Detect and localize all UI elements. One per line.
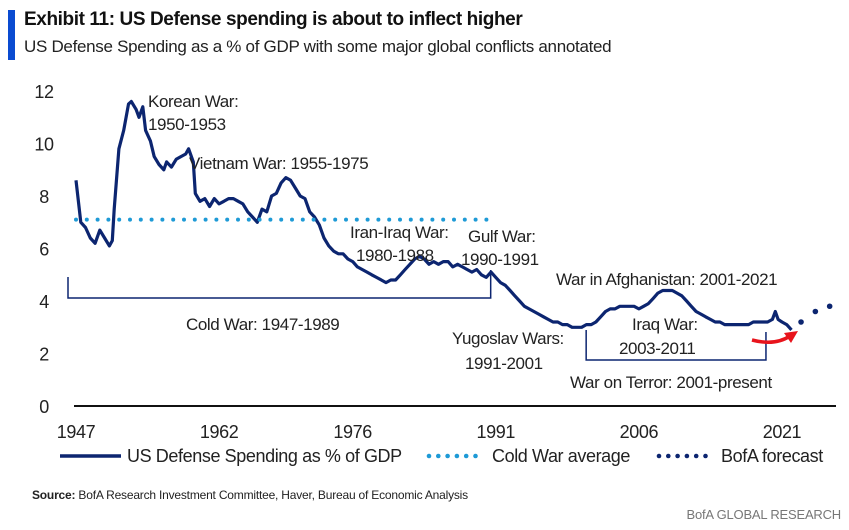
annotation-korean-line-2: 1950-1953 — [148, 115, 226, 134]
legend-swatch-dot-dark — [675, 453, 680, 459]
legend-swatch-dot-dark — [666, 453, 671, 459]
source-label: Source: — [32, 488, 76, 502]
war-on-terror-bracket — [585, 330, 767, 361]
x-tick-label-1976: 1976 — [333, 422, 372, 442]
x-tick-label-1947: 1947 — [57, 422, 96, 442]
accent-bar — [8, 10, 15, 60]
defense-spending-chart: 0 2 4 6 8 10 12 1947 1962 1976 1991 2006 2021 Korea… — [34, 82, 836, 466]
annotation-gulf-line-1: Gulf War: — [468, 227, 536, 246]
x-tick-label-2006: 2006 — [620, 422, 659, 442]
annotation-vietnam-line-1: Vietnam War: 1955-1975 — [189, 154, 368, 173]
x-tick-label-1991: 1991 — [477, 422, 516, 442]
legend-swatch-dot-light — [426, 453, 432, 459]
brand-footer: BofA GLOBAL RESEARCH — [686, 507, 842, 522]
legend-swatch-dot-light — [463, 453, 469, 459]
legend-swatch-dot-dark — [684, 453, 690, 459]
exhibit-subtitle: US Defense Spending as a % of GDP with s… — [24, 37, 612, 56]
source-note: Source: BofA Research Investment Committ… — [32, 488, 468, 502]
legend-swatch-dot-light — [445, 453, 450, 459]
y-tick-label-4: 4 — [39, 292, 49, 312]
forecast-point-0 — [798, 319, 804, 325]
legend-label-defense-spending: US Defense Spending as % of GDP — [127, 446, 402, 466]
legend: US Defense Spending as % of GDP Cold War … — [60, 446, 824, 466]
y-tick-label-8: 8 — [39, 187, 49, 207]
x-tick-label-1962: 1962 — [200, 422, 239, 442]
legend-swatch-dot-dark — [703, 453, 708, 459]
forecast-point-1 — [812, 308, 819, 315]
annotation-iraq-line-1: Iraq War: — [632, 315, 698, 334]
y-axis-ticks: 0 2 4 6 8 10 12 — [34, 82, 54, 417]
source-text: BofA Research Investment Committee, Have… — [78, 488, 468, 502]
legend-label-bofa-forecast: BofA forecast — [721, 446, 823, 466]
y-tick-label-10: 10 — [34, 135, 54, 155]
series-line-defense-spending — [74, 99, 793, 331]
annotation-iran-iraq-line-1: Iran-Iraq War: — [350, 223, 449, 242]
legend-swatch-dot-dark — [656, 453, 662, 459]
exhibit-title: Exhibit 11: US Defense spending is about… — [24, 9, 523, 30]
annotation-afghanistan-line-1: War in Afghanistan: 2001-2021 — [556, 270, 777, 289]
legend-swatch-dot-light — [473, 453, 478, 459]
annotation-iran-iraq-line-2: 1980-1988 — [356, 246, 434, 265]
annotation-korean-line-1: Korean War: — [148, 92, 238, 111]
legend-label-cold-war-average: Cold War average — [492, 446, 630, 466]
annotations: Korean War: 1950-1953 Vietnam War: 1955-19… — [148, 92, 778, 392]
annotation-gulf-line-2: 1990-1991 — [461, 250, 539, 269]
forecast-point-2 — [826, 303, 833, 310]
red-arrow-head — [784, 331, 798, 343]
annotation-yugoslav-line-2: 1991-2001 — [465, 354, 543, 373]
legend-swatch-dot-dark — [693, 453, 699, 459]
cold-war-bracket — [67, 270, 492, 299]
legend-swatch-dot-light — [436, 453, 441, 459]
y-tick-label-0: 0 — [39, 397, 49, 417]
annotation-war-on-terror-line-1: War on Terror: 2001-present — [570, 373, 772, 392]
y-tick-label-2: 2 — [39, 345, 49, 365]
legend-swatch-dot-light — [454, 453, 460, 459]
red-arrow-shaft — [751, 334, 791, 344]
y-tick-label-6: 6 — [39, 240, 49, 260]
annotation-yugoslav-line-1: Yugoslav Wars: — [452, 329, 564, 348]
x-axis-ticks: 1947 1962 1976 1991 2006 2021 — [57, 422, 802, 442]
x-tick-label-2021: 2021 — [763, 422, 802, 442]
brackets — [67, 270, 767, 361]
annotation-iraq-line-2: 2003-2011 — [619, 339, 695, 358]
y-tick-label-12: 12 — [34, 82, 54, 102]
annotation-cold-war-line-1: Cold War: 1947-1989 — [186, 315, 339, 334]
series-layer — [74, 99, 833, 344]
